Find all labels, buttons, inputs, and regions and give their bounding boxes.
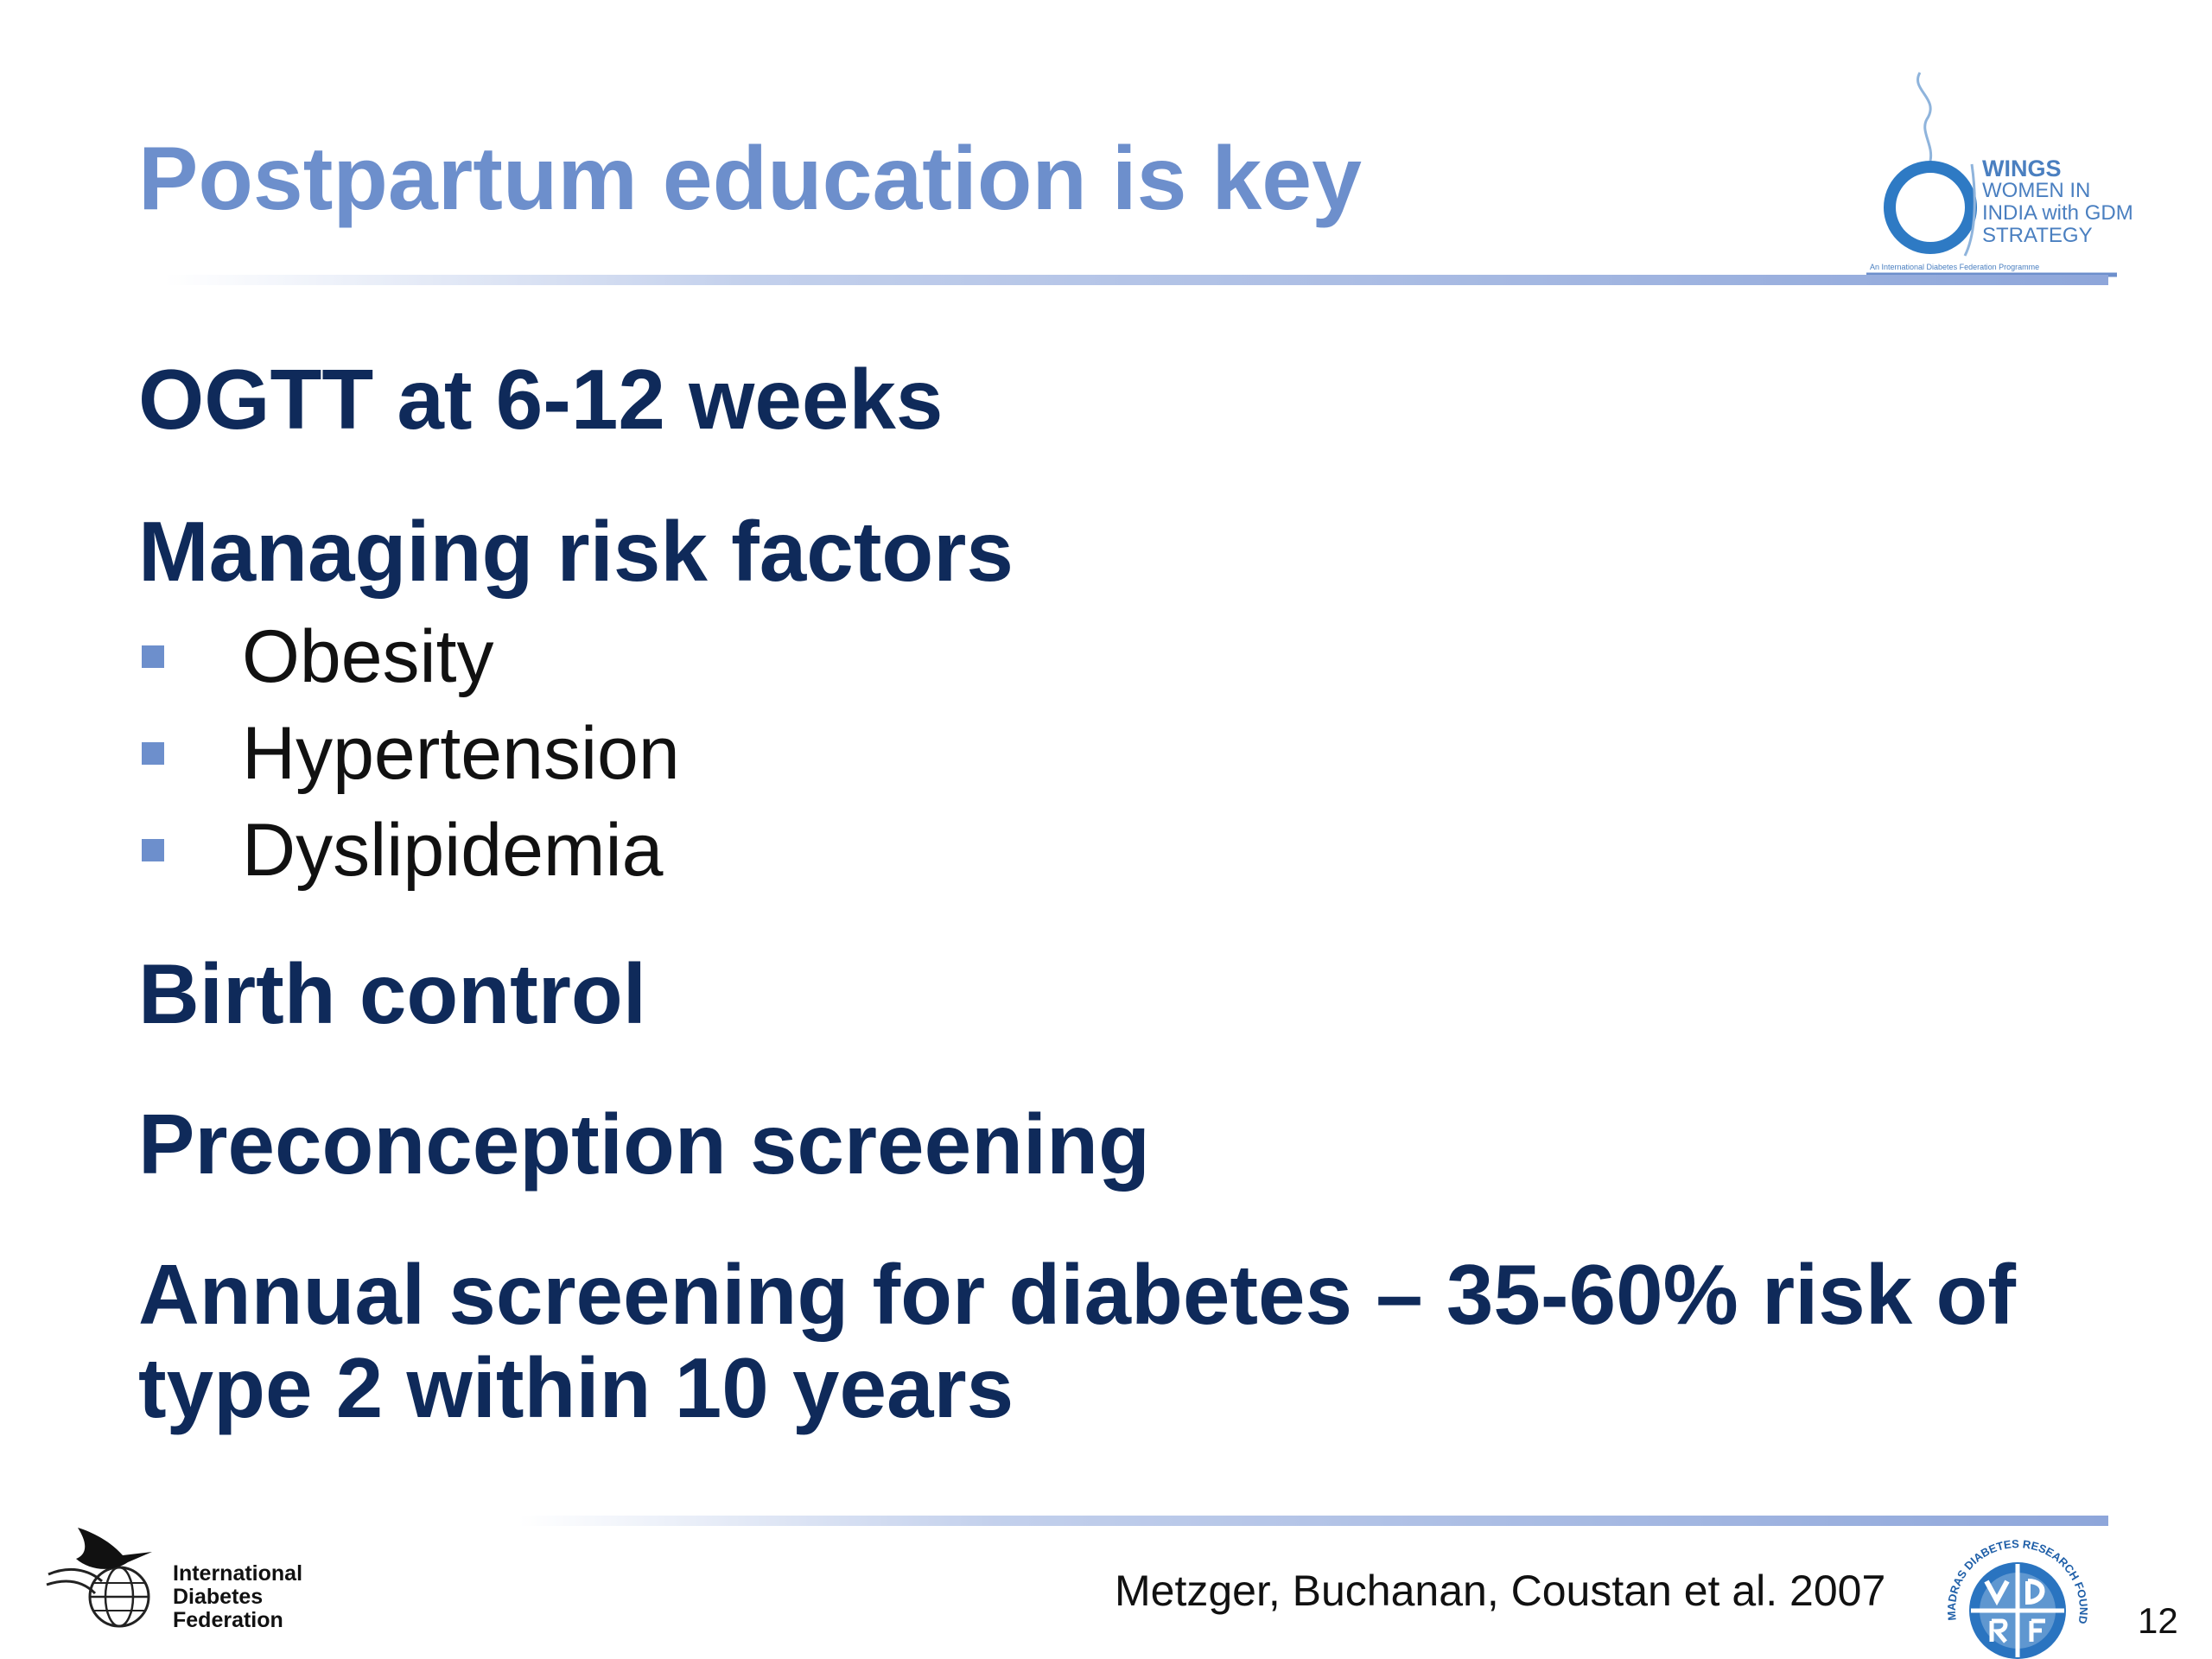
- idf-logo-text: International Diabetes Federation: [173, 1562, 302, 1632]
- footer-divider: [518, 1516, 2108, 1526]
- list-item: Dyslipidemia: [138, 807, 664, 893]
- wings-subtitle: An International Diabetes Federation Pro…: [1870, 263, 2040, 271]
- idf-line1: International: [173, 1561, 303, 1586]
- title-divider: [164, 275, 2108, 285]
- bullet-square-icon: [142, 742, 164, 765]
- wings-logo: WINGS WOMEN IN INDIA with GDM STRATEGY A…: [1858, 71, 2133, 287]
- heading-preconception: Preconception screening: [138, 1096, 1150, 1192]
- idf-line3: Federation: [173, 1608, 283, 1632]
- wings-title: WINGS: [1982, 156, 2062, 181]
- heading-risk-factors: Managing risk factors: [138, 504, 1014, 599]
- bullet-square-icon: [142, 645, 164, 668]
- slide-title: Postpartum education is key: [138, 129, 1362, 229]
- wings-line3: STRATEGY: [1982, 224, 2093, 247]
- heading-birth-control: Birth control: [138, 946, 646, 1041]
- citation: Metzger, Buchanan, Coustan et al. 2007: [1115, 1567, 1886, 1615]
- mdrf-seal-icon: MADRAS DIABETES RESEARCH FOUNDATION: [1927, 1510, 2090, 1659]
- wings-line2: INDIA with GDM: [1982, 201, 2133, 225]
- list-item-text: Dyslipidemia: [242, 808, 664, 892]
- bullet-square-icon: [142, 839, 164, 861]
- mdrf-logo: MADRAS DIABETES RESEARCH FOUNDATION: [1927, 1510, 2104, 1659]
- wings-logo-text: WINGS WOMEN IN INDIA with GDM STRATEGY: [1982, 157, 2133, 247]
- heading-annual-screening-line1: Annual screening for diabetes – 35-60% r…: [138, 1247, 2017, 1342]
- heading-annual-screening-line2: type 2 within 10 years: [138, 1340, 1014, 1435]
- list-item-text: Obesity: [242, 614, 494, 698]
- page-number: 12: [2138, 1600, 2178, 1641]
- idf-logo: International Diabetes Federation: [43, 1521, 320, 1633]
- wings-line1: WOMEN IN: [1982, 179, 2091, 202]
- list-item: Obesity: [138, 613, 494, 700]
- list-item: Hypertension: [138, 710, 680, 797]
- idf-line2: Diabetes: [173, 1585, 264, 1609]
- list-item-text: Hypertension: [242, 711, 680, 795]
- heading-ogtt: OGTT at 6-12 weeks: [138, 352, 944, 447]
- idf-bird-globe-icon: [46, 1528, 152, 1628]
